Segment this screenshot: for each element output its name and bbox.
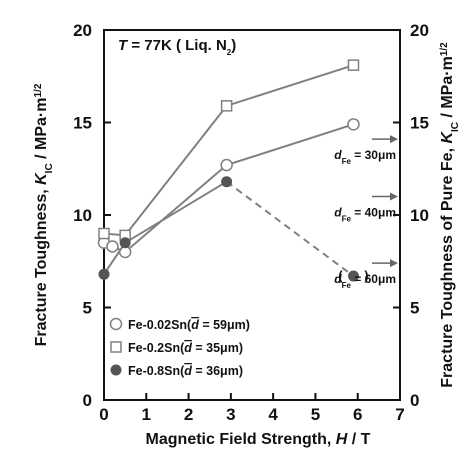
point-open-circle <box>347 118 360 131</box>
legend-entry: Fe-0.8Sn(d = 36μm) <box>128 364 243 378</box>
x-tick-label: 3 <box>226 405 235 424</box>
x-tick-label: 1 <box>142 405 151 424</box>
legend-entry: Fe-0.02Sn(d = 59μm) <box>128 318 250 332</box>
y-axis-left-label: Fracture Toughness, KIC / MPa·m1/2 <box>33 83 55 346</box>
point-square <box>98 227 110 240</box>
point-open-circle <box>106 240 119 253</box>
point-filled-circle <box>221 176 233 188</box>
legend: Fe-0.02Sn(d = 59μm) Fe-0.2Sn(d = 35μm) Fe-… <box>109 317 250 378</box>
ref-label: dFe = 30μm <box>334 148 396 166</box>
ref-arrow: dFe = 30μm <box>334 135 398 166</box>
ref-label: dFe = 40μm <box>334 206 396 224</box>
y-tick-label-left: 0 <box>83 391 92 410</box>
x-tick-label: 5 <box>311 405 320 424</box>
ref-arrow: dFe = 60μm <box>334 259 398 290</box>
y-tick-label-left: 5 <box>83 299 92 318</box>
point-filled-circle <box>98 268 110 280</box>
y-tick-label-right: 15 <box>410 114 429 133</box>
x-tick-label: 4 <box>268 405 278 424</box>
y-tick-label-right: 5 <box>410 299 419 318</box>
y-tick-label-left: 10 <box>73 206 92 225</box>
series-Fe-0.02Sn <box>97 118 360 259</box>
x-axis-label: Magnetic Field Strength, H / T <box>146 431 371 448</box>
y-tick-label-right: 0 <box>410 391 419 410</box>
data-series: () <box>97 59 369 283</box>
series-line <box>103 64 354 237</box>
y-tick-label-right: 10 <box>410 206 429 225</box>
pure-fe-reference-arrows: dFe = 30μm dFe = 40μm dFe = 60μm <box>334 135 398 290</box>
ref-label: dFe = 60μm <box>334 272 396 290</box>
ref-arrow: dFe = 40μm <box>334 192 398 224</box>
paren-left: ( <box>338 269 343 283</box>
x-tick-label: 0 <box>99 405 108 424</box>
point-open-circle <box>109 317 123 331</box>
y-axis-right-label: Fracture Toughness of Pure Fe, KIC / MPa… <box>439 42 461 388</box>
point-filled-circle <box>347 270 359 282</box>
point-open-circle <box>220 158 233 172</box>
series-Fe-0.2Sn <box>98 59 360 242</box>
point-square <box>110 341 122 353</box>
series-Fe-0.8Sn: () <box>98 176 369 283</box>
series-line-dashed <box>226 180 355 277</box>
series-line <box>103 180 228 275</box>
point-square <box>220 100 233 112</box>
y-tick-label-left: 20 <box>73 21 92 40</box>
paren-right: ) <box>364 269 368 283</box>
x-tick-label: 6 <box>353 405 362 424</box>
point-filled-circle <box>119 237 131 249</box>
legend-entry: Fe-0.2Sn(d = 35μm) <box>128 341 243 355</box>
condition-label: T = 77K ( Liq. N2) <box>118 37 236 57</box>
y-tick-label-right: 20 <box>410 21 429 40</box>
point-square <box>347 59 360 71</box>
x-tick-label: 7 <box>395 405 404 424</box>
y-tick-label-left: 15 <box>73 114 92 133</box>
x-tick-label: 2 <box>184 405 193 424</box>
point-filled-circle <box>110 364 122 376</box>
